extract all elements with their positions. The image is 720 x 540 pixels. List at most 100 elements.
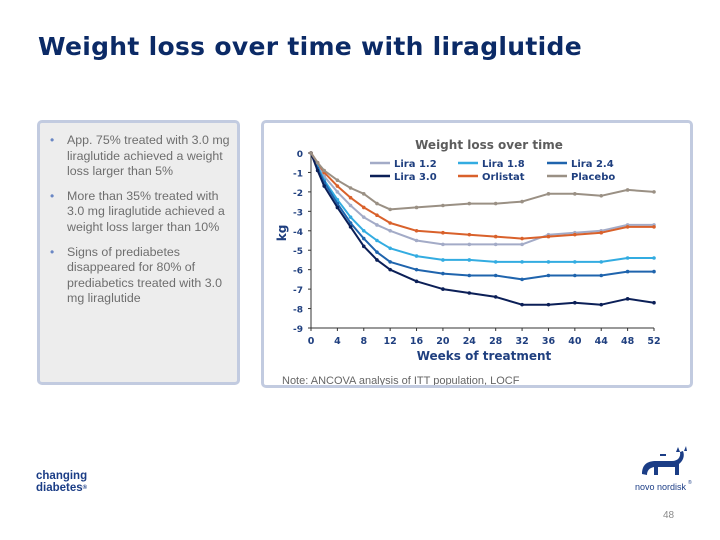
data-point xyxy=(361,236,366,241)
series-line xyxy=(310,152,654,263)
data-point xyxy=(361,205,366,210)
data-point xyxy=(493,242,498,247)
data-point xyxy=(414,279,419,284)
data-point xyxy=(441,203,445,208)
x-tick-label: 44 xyxy=(595,336,609,347)
data-point xyxy=(573,232,577,237)
data-point xyxy=(467,258,472,262)
x-tick-label: 40 xyxy=(568,336,582,347)
bullet-text: Signs of prediabetes disappeared for 80%… xyxy=(67,244,222,306)
y-tick-label: -6 xyxy=(293,267,303,277)
data-point xyxy=(348,195,353,200)
data-point xyxy=(388,207,392,212)
weight-loss-chart: Weight loss over time kg Weeks of treatm… xyxy=(275,138,661,385)
data-point xyxy=(625,269,630,274)
chart-panel: Weight loss over time kg Weeks of treatm… xyxy=(261,120,693,388)
data-point xyxy=(348,215,353,219)
legend-label: Orlistat xyxy=(482,172,525,183)
data-point xyxy=(441,242,445,247)
data-point xyxy=(493,273,498,278)
data-point xyxy=(625,256,630,260)
data-point xyxy=(388,267,392,272)
data-point xyxy=(546,302,551,307)
data-point xyxy=(375,223,379,227)
bullet-list: • App. 75% treated with 3.0 mg liraglutid… xyxy=(40,123,237,307)
data-point xyxy=(493,295,498,299)
data-point xyxy=(414,254,419,258)
x-axis-label: Weeks of treatment xyxy=(417,349,552,363)
data-point xyxy=(441,271,445,276)
data-point xyxy=(599,273,604,278)
data-point xyxy=(322,168,326,173)
y-tick-label: -1 xyxy=(293,169,303,179)
data-point xyxy=(652,225,656,229)
changing-diabetes-logo: changing diabetes® xyxy=(36,470,87,494)
data-point xyxy=(335,184,340,188)
bullet-item: • App. 75% treated with 3.0 mg liraglutid… xyxy=(50,133,231,180)
bullet-item: • Signs of prediabetes disappeared for 80… xyxy=(50,245,231,307)
data-point xyxy=(441,287,445,291)
data-point xyxy=(493,201,498,206)
data-point xyxy=(546,273,551,278)
chart-title: Weight loss over time xyxy=(415,138,563,152)
data-point xyxy=(348,186,353,190)
data-point xyxy=(467,201,472,206)
data-point xyxy=(361,228,366,233)
x-tick-label: 24 xyxy=(463,336,477,347)
data-point xyxy=(361,215,366,219)
bullet-dot-icon: • xyxy=(50,188,55,203)
y-tick-label: 0 xyxy=(297,150,303,160)
data-point xyxy=(315,168,320,173)
legend-label: Lira 1.2 xyxy=(394,159,437,170)
bullet-dot-icon: • xyxy=(50,244,55,259)
changing-logo-reg: ® xyxy=(82,485,88,491)
data-point xyxy=(467,291,472,295)
series-line xyxy=(310,152,654,246)
y-tick-label: -4 xyxy=(293,228,303,238)
data-point xyxy=(599,302,604,307)
data-point xyxy=(375,213,379,218)
legend-label: Lira 3.0 xyxy=(394,172,437,183)
x-tick-label: 0 xyxy=(308,336,315,347)
data-point xyxy=(652,190,656,194)
data-point xyxy=(573,300,577,305)
data-point xyxy=(414,267,419,272)
page-number: 48 xyxy=(663,510,675,521)
data-point xyxy=(546,234,551,239)
data-point xyxy=(361,244,366,249)
data-point xyxy=(414,238,419,243)
data-point xyxy=(388,260,392,264)
data-point xyxy=(520,260,524,264)
data-point xyxy=(361,192,366,196)
data-point xyxy=(652,300,656,305)
data-point xyxy=(493,234,498,239)
data-point xyxy=(520,302,524,307)
data-point xyxy=(546,192,551,196)
y-tick-label: -2 xyxy=(293,189,303,199)
x-tick-label: 8 xyxy=(360,336,367,347)
data-point xyxy=(625,225,630,229)
slide-title: Weight loss over time with liraglutide xyxy=(38,32,582,61)
bullet-item: • More than 35% treated with 3.0 mg lirag… xyxy=(50,189,231,236)
legend-label: Lira 1.8 xyxy=(482,159,525,170)
data-point xyxy=(520,277,524,282)
x-tick-label: 16 xyxy=(410,336,424,347)
y-tick-label: -9 xyxy=(293,325,303,335)
y-tick-label: -3 xyxy=(293,208,303,218)
y-axis-label: kg xyxy=(275,225,289,242)
data-point xyxy=(573,192,577,196)
legend-label: Lira 2.4 xyxy=(571,159,614,170)
y-tick-label: -7 xyxy=(293,286,303,296)
data-point xyxy=(375,238,379,243)
novo-logo-reg: ® xyxy=(688,479,692,486)
data-point xyxy=(467,232,472,237)
changing-logo-line1: changing xyxy=(36,470,88,482)
data-point xyxy=(315,160,320,165)
y-tick-label: -8 xyxy=(293,306,303,316)
legend-label: Placebo xyxy=(571,172,615,183)
data-point xyxy=(520,236,524,241)
x-tick-label: 4 xyxy=(334,336,341,347)
data-point xyxy=(520,242,524,247)
data-point xyxy=(348,203,353,208)
data-point xyxy=(375,258,379,262)
